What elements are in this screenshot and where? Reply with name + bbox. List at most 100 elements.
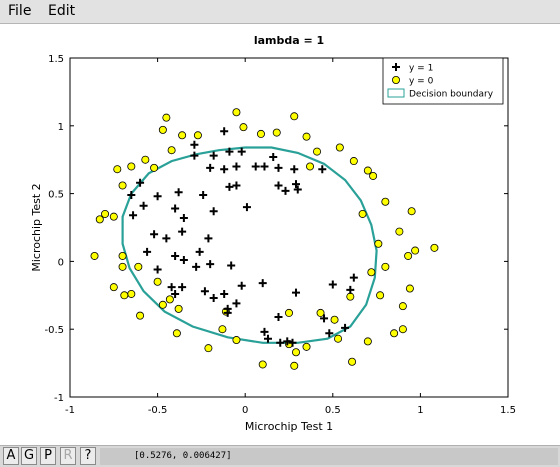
toolbar-button-g[interactable]: G <box>21 447 37 465</box>
menu-edit[interactable]: Edit <box>48 3 76 19</box>
y1-point <box>200 287 209 296</box>
y0-point <box>120 291 129 300</box>
y1-point <box>269 152 278 161</box>
y0-point <box>390 329 399 338</box>
y0-point <box>258 360 267 369</box>
figure-canvas: -1-1 -0.5 -0.5 0 0 0.5 0.5 1 1 1.5 1.5 lambda = 1 Mi… <box>30 34 516 433</box>
y0-point <box>330 315 339 324</box>
y1-point <box>325 329 334 338</box>
y1-point <box>341 323 350 332</box>
y0-point <box>272 128 281 137</box>
y0-point <box>113 165 122 174</box>
y0-point <box>90 251 99 260</box>
y0-point <box>284 308 293 317</box>
y1-point <box>237 281 246 290</box>
y1-point <box>263 334 272 343</box>
x-tick-label: -0.5 <box>148 405 168 416</box>
legend-label-boundary: Decision boundary <box>409 90 494 100</box>
y1-point <box>178 227 187 236</box>
y1-point <box>232 162 241 171</box>
toolbar-button-r: R <box>60 447 76 465</box>
toolbar-button-a[interactable]: A <box>3 447 19 465</box>
y1-point <box>171 289 180 298</box>
y1-point <box>195 247 204 256</box>
y-axis-label: Microchip Test 2 <box>30 183 43 271</box>
toolbar-button-p[interactable]: P <box>40 447 56 465</box>
y1-point <box>153 265 162 274</box>
x-tick-label: 0.5 <box>325 405 341 416</box>
y0-point <box>101 209 110 218</box>
y1-point <box>153 192 162 201</box>
x-tick-label: 1 <box>417 405 423 416</box>
y0-point <box>118 181 127 190</box>
y1-point <box>179 214 188 223</box>
y0-point <box>398 325 407 334</box>
y1-point <box>162 234 171 243</box>
y1-point <box>292 288 301 297</box>
toolbar-button-help[interactable]: ? <box>80 447 96 465</box>
y0-point <box>118 251 127 260</box>
y-tick-label: -0.5 <box>44 325 64 336</box>
y0-point <box>398 302 407 311</box>
y0-point <box>369 171 378 180</box>
y-tick-label: -1 <box>54 393 64 404</box>
y1-point <box>346 285 355 294</box>
y1-point <box>209 151 218 160</box>
y1-point <box>223 308 232 317</box>
y1-point <box>209 207 218 216</box>
y0-point <box>239 123 248 132</box>
y0-point <box>290 361 299 370</box>
y1-point <box>171 204 180 213</box>
menu-bar: File Edit <box>0 0 560 24</box>
y0-point <box>367 268 376 277</box>
y1-point <box>179 256 188 265</box>
y1-point <box>199 190 208 199</box>
y0-point <box>381 262 390 271</box>
y1-point <box>283 337 292 346</box>
y1-point <box>232 181 241 190</box>
y0-point <box>204 344 213 353</box>
y0-point <box>405 284 414 293</box>
y1-point <box>143 247 152 256</box>
y0-point <box>118 262 127 271</box>
y0-point <box>95 215 104 224</box>
coordinate-readout: [0.5276, 0.006427] <box>100 448 558 465</box>
y0-point <box>411 246 420 255</box>
y0-point <box>306 162 315 171</box>
y0-point <box>376 291 385 300</box>
y0-point <box>404 251 413 260</box>
y1-point <box>293 185 302 194</box>
y1-point <box>227 261 236 270</box>
legend-label-y1: y = 1 <box>409 64 433 74</box>
y1-point <box>206 260 215 269</box>
y0-point <box>290 112 299 121</box>
y1-point <box>192 262 201 271</box>
x-tick-label: 0 <box>242 405 248 416</box>
y1-point <box>139 201 148 210</box>
y0-point <box>334 334 343 343</box>
y-tick-label: 0 <box>58 257 64 268</box>
y0-point <box>358 209 367 218</box>
x-tick-label: -1 <box>65 405 75 416</box>
y-tick-label: 1.5 <box>48 54 64 65</box>
y1-point <box>178 283 187 292</box>
y0-point <box>172 329 181 338</box>
legend-boundary-swatch <box>387 88 405 98</box>
y1-point <box>276 338 285 347</box>
y1-point <box>242 203 251 212</box>
y1-point <box>190 151 199 160</box>
y0-point <box>363 337 372 346</box>
y1-point <box>225 147 234 156</box>
y0-point <box>232 336 241 345</box>
y1-point <box>209 294 218 303</box>
y1-point <box>290 165 299 174</box>
y0-point <box>381 197 390 206</box>
y1-point <box>260 327 269 336</box>
y0-point <box>256 129 265 138</box>
y0-point <box>346 292 355 301</box>
chart-title: lambda = 1 <box>254 34 324 47</box>
y1-point <box>190 140 199 149</box>
y1-point <box>204 234 213 243</box>
menu-file[interactable]: File <box>8 3 32 19</box>
y0-point <box>109 283 118 292</box>
